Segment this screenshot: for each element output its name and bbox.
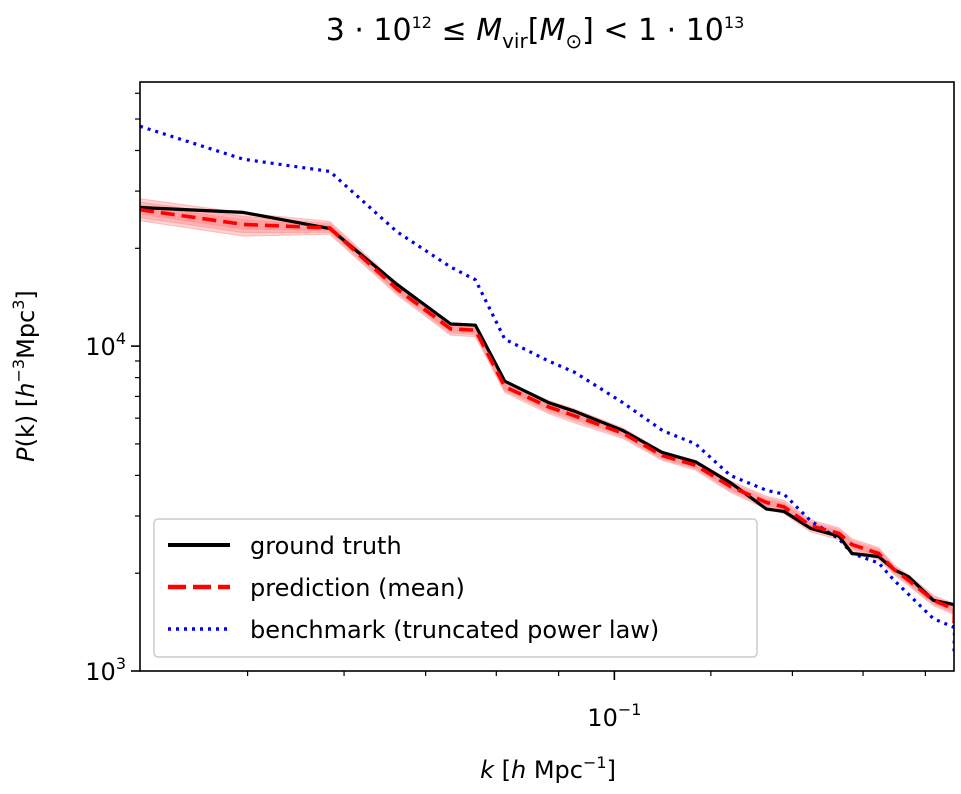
x-tick-label: 10−1 [587,700,641,732]
y-tick-label: 104 [85,329,126,361]
legend-label-prediction: prediction (mean) [250,574,465,602]
chart-title: 3 · 1012 ≤ Mvir[M⊙] < 1 · 1013 [326,13,745,53]
prediction-uncertainty-band [140,204,954,626]
legend-label-benchmark: benchmark (truncated power law) [250,616,659,644]
x-axis-title: k [h Mpc−1] [480,753,616,784]
legend-label-ground-truth: ground truth [250,532,402,560]
y-axis-title: P(k) [h−3Mpc3] [9,290,40,462]
legend: ground truth prediction (mean) benchmark… [153,518,758,658]
series-line-benchmark [140,124,954,652]
y-tick-label: 103 [85,654,126,686]
plot-frame [139,81,955,672]
legend-box [153,518,758,658]
prediction-uncertainty-band [140,198,954,630]
series-line-prediction [140,207,954,624]
